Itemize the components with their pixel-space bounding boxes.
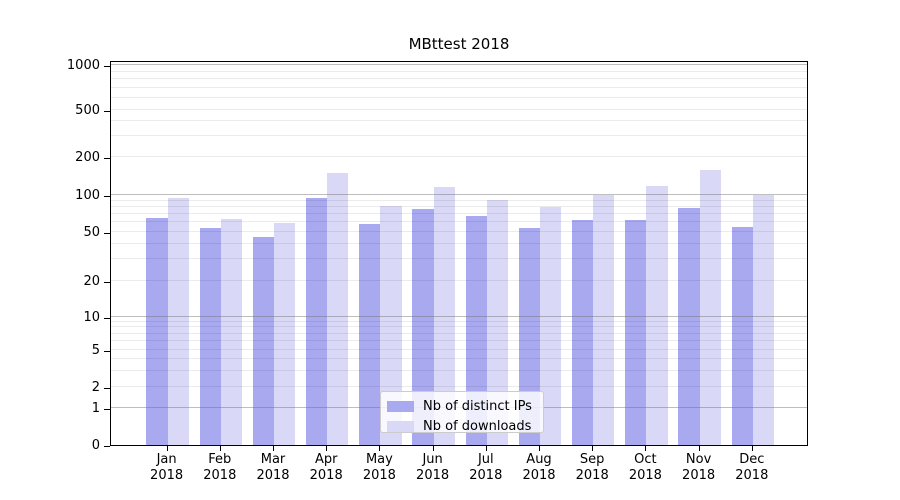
x-tick-mark-dec xyxy=(751,446,753,451)
bar-distinct-ips-jan xyxy=(146,217,168,445)
y-tick-label-10: 10 xyxy=(83,309,100,325)
legend-label-downloads: Nb of downloads xyxy=(423,418,532,434)
legend-label-distinct-ips: Nb of distinct IPs xyxy=(423,398,532,414)
y-tick-mark-10 xyxy=(104,317,110,319)
plot-area: Nb of distinct IPs Nb of downloads xyxy=(110,61,808,446)
bar-distinct-ips-feb xyxy=(199,227,221,445)
bar-downloads-nov xyxy=(699,170,721,445)
y-tick-mark-50 xyxy=(104,232,110,234)
x-tick-label-nov: Nov 2018 xyxy=(682,452,716,483)
x-tick-mark-feb xyxy=(219,446,221,451)
bar-downloads-sep xyxy=(593,195,615,445)
y-tick-label-0: 0 xyxy=(91,438,100,453)
bar-distinct-ips-jun xyxy=(412,209,434,445)
bars-layer xyxy=(111,62,807,445)
y-tick-label-100: 100 xyxy=(75,188,100,204)
x-tick-label-feb: Feb 2018 xyxy=(203,452,237,483)
x-tick-label-mar: Mar 2018 xyxy=(256,452,290,483)
x-tick-label-may: May 2018 xyxy=(362,452,396,483)
x-tick-label-jun: Jun 2018 xyxy=(416,452,450,483)
bar-distinct-ips-aug xyxy=(518,227,540,445)
bar-downloads-apr xyxy=(327,172,349,445)
x-tick-label-sep: Sep 2018 xyxy=(575,452,609,483)
x-tick-mark-mar xyxy=(273,446,274,451)
bar-downloads-oct xyxy=(646,185,668,445)
bar-downloads-mar xyxy=(274,223,296,445)
y-tick-mark-100 xyxy=(104,196,110,198)
bar-downloads-aug xyxy=(540,207,562,445)
bar-downloads-jun xyxy=(433,187,455,445)
y-tick-label-1: 1 xyxy=(91,400,100,416)
bar-distinct-ips-oct xyxy=(625,220,647,445)
bar-downloads-jul xyxy=(486,199,509,445)
y-tick-mark-200 xyxy=(104,158,110,159)
x-tick-mark-apr xyxy=(326,446,328,451)
bar-distinct-ips-dec xyxy=(731,226,753,445)
x-tick-mark-jan xyxy=(166,446,168,451)
x-tick-mark-jun xyxy=(432,446,434,451)
x-tick-label-jan: Jan 2018 xyxy=(150,452,184,483)
bar-downloads-dec xyxy=(752,195,775,445)
y-tick-label-1000: 1000 xyxy=(66,58,100,73)
bar-distinct-ips-sep xyxy=(571,220,594,445)
bar-distinct-ips-apr xyxy=(305,198,328,445)
legend-swatch-distinct-ips-icon xyxy=(387,400,414,412)
x-tick-mark-oct xyxy=(645,446,647,451)
x-tick-label-jul: Jul 2018 xyxy=(469,452,503,483)
y-tick-label-200: 200 xyxy=(75,150,100,165)
legend-row-distinct-ips: Nb of distinct IPs xyxy=(387,398,536,414)
x-tick-label-dec: Dec 2018 xyxy=(735,452,769,483)
bar-distinct-ips-jul xyxy=(465,216,487,445)
y-tick-label-2: 2 xyxy=(91,380,100,395)
legend-swatch-downloads-icon xyxy=(387,420,414,432)
y-tick-mark-2 xyxy=(104,388,110,389)
x-tick-mark-may xyxy=(379,446,381,451)
x-tick-mark-nov xyxy=(698,446,700,451)
y-tick-label-50: 50 xyxy=(83,224,100,240)
y-tick-label-500: 500 xyxy=(75,102,100,118)
y-tick-mark-0 xyxy=(104,446,110,447)
y-tick-label-5: 5 xyxy=(91,342,100,358)
y-tick-mark-5 xyxy=(104,350,110,352)
chart-title: MBttest 2018 xyxy=(408,35,510,53)
bar-distinct-ips-nov xyxy=(678,208,700,445)
bar-downloads-feb xyxy=(220,218,243,445)
y-tick-mark-20 xyxy=(104,281,110,283)
bar-distinct-ips-may xyxy=(359,223,381,445)
x-tick-label-oct: Oct 2018 xyxy=(628,452,662,483)
y-tick-label-20: 20 xyxy=(83,273,100,289)
legend-row-downloads: Nb of downloads xyxy=(387,418,536,434)
bar-distinct-ips-mar xyxy=(252,237,274,445)
x-tick-label-apr: Apr 2018 xyxy=(309,452,343,483)
y-tick-mark-1000 xyxy=(104,66,110,67)
x-tick-mark-sep xyxy=(592,446,594,451)
x-tick-label-aug: Aug 2018 xyxy=(522,452,556,483)
y-tick-mark-1 xyxy=(104,408,110,410)
y-tick-mark-500 xyxy=(104,110,110,112)
bar-downloads-jan xyxy=(167,198,189,445)
x-tick-mark-jul xyxy=(485,446,487,451)
bar-downloads-may xyxy=(380,205,402,445)
legend: Nb of distinct IPs Nb of downloads xyxy=(380,391,544,434)
x-tick-mark-aug xyxy=(539,446,540,451)
